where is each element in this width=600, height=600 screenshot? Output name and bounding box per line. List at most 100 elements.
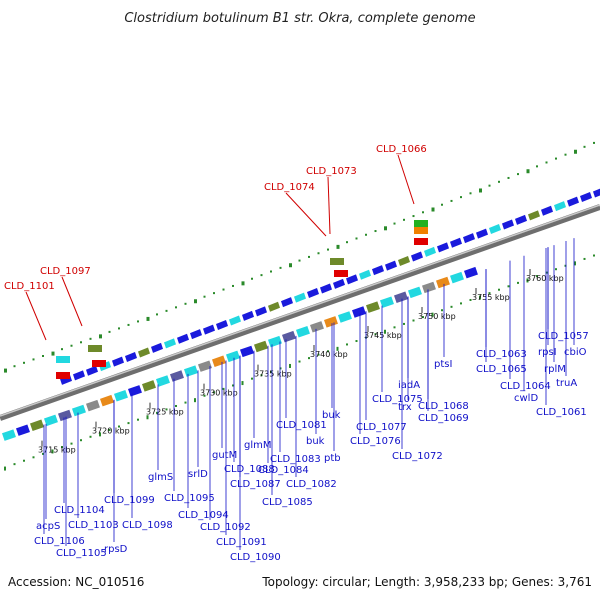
ring-dot <box>374 333 377 336</box>
gene-arrow <box>372 265 384 276</box>
gene-features <box>1 188 600 441</box>
gene-block <box>240 345 254 358</box>
gene-label: CLD_1103 <box>68 520 119 531</box>
gene-arrow <box>515 214 527 225</box>
ring-dot <box>327 248 329 251</box>
highlight-feature <box>330 258 344 265</box>
leader-line <box>397 154 415 205</box>
ring-dot <box>593 254 595 257</box>
gene-label: CLD_1095 <box>164 493 215 504</box>
ring-dot <box>118 425 120 428</box>
gene-label: CLD_1091 <box>216 537 267 548</box>
ring-dot <box>156 313 158 316</box>
gene-label: CLD_1065 <box>476 364 527 375</box>
ring-dot <box>251 377 253 380</box>
gene-arrow <box>411 251 423 262</box>
ring-dot <box>583 257 586 260</box>
ring-dot <box>4 466 6 471</box>
ring-dot <box>545 271 548 274</box>
ring-dot <box>574 261 576 266</box>
ring-dot <box>365 233 367 236</box>
gene-label: CLD_1068 <box>418 401 469 412</box>
ring-dot <box>279 266 282 269</box>
ring-dot <box>384 226 387 231</box>
gene-arrow <box>567 196 579 207</box>
gene-label: buk <box>306 436 325 447</box>
highlight-label: CLD_1074 <box>264 182 315 193</box>
gene-label: rpsD <box>104 544 128 555</box>
ring-dot <box>488 292 491 295</box>
inner-dotted-ring <box>4 254 595 471</box>
gene-label: CLD_1094 <box>178 510 229 521</box>
ring-dot <box>23 459 25 462</box>
genome-backbone <box>0 204 600 421</box>
gene-block <box>198 360 212 372</box>
gene-label: CLD_1063 <box>476 349 527 360</box>
gene-label: CLD_1085 <box>262 497 313 508</box>
gene-arrow <box>294 292 306 303</box>
ring-dot <box>422 211 424 214</box>
ring-dot <box>289 363 291 368</box>
ring-dot <box>393 222 396 225</box>
gene-label: ptsI <box>434 359 452 370</box>
ring-dot <box>450 199 453 202</box>
ring-dot <box>99 432 101 437</box>
leader-line <box>285 192 327 237</box>
gene-label: glmM <box>244 440 272 451</box>
gene-label: buk <box>322 410 341 421</box>
gene-block <box>44 414 58 427</box>
tick-label: 3745 kbp <box>364 331 402 340</box>
ring-dot <box>260 274 263 277</box>
ring-dot <box>488 184 491 187</box>
genome-backbone-highlight <box>0 204 600 417</box>
ring-dot <box>51 351 55 356</box>
ring-dot <box>422 316 424 319</box>
gene-arrow <box>541 205 553 216</box>
gene-arrow <box>359 269 371 280</box>
highlight-label: CLD_1066 <box>376 144 427 155</box>
ring-dot <box>298 360 301 363</box>
gene-block <box>100 394 114 407</box>
gene-arrow <box>424 246 436 257</box>
gene-arrow <box>489 224 501 235</box>
gene-label: CLD_1092 <box>200 522 251 533</box>
ring-dot <box>70 442 73 445</box>
ring-dot <box>270 270 272 273</box>
gene-block <box>184 365 198 377</box>
gene-label: glmS <box>148 472 173 483</box>
tick-label: 3755 kbp <box>472 293 510 302</box>
gene-block <box>436 276 450 289</box>
highlight-feature <box>88 345 102 352</box>
gene-block <box>282 330 296 343</box>
gene-label: cbiO <box>564 347 587 358</box>
ring-dot <box>308 255 310 258</box>
gene-arrow <box>463 233 475 244</box>
gene-labels: CLD_1101 CLD_1097 CLD_1074 CLD_1073 CLD_1066… <box>4 144 589 563</box>
ring-dot <box>251 277 253 280</box>
gene-label: CLD_1084 <box>258 465 309 476</box>
gene-label: CLD_1057 <box>538 331 589 342</box>
ring-dot <box>118 327 120 330</box>
gene-label: CLD_1083 <box>270 454 321 465</box>
ring-dot <box>469 298 472 301</box>
ring-dot <box>203 295 206 298</box>
gene-label: srlD <box>188 469 208 480</box>
ring-dot <box>564 264 567 267</box>
leader-line <box>25 291 47 341</box>
ring-dot <box>393 326 396 329</box>
ring-dot <box>13 365 16 368</box>
gene-label: CLD_1104 <box>54 505 105 516</box>
ring-dot <box>165 408 168 411</box>
gene-label: CLD_1098 <box>122 520 173 531</box>
ring-dot <box>517 173 519 176</box>
ring-dot <box>289 263 292 268</box>
ring-dot <box>222 387 225 390</box>
ring-dot <box>213 391 215 394</box>
highlight-feature <box>334 270 348 277</box>
gene-label: iadA <box>398 380 420 391</box>
ring-dot <box>460 196 462 199</box>
highlight-label: CLD_1097 <box>40 266 91 277</box>
gene-label: trx <box>398 402 412 413</box>
gene-label: CLD_1087 <box>230 479 281 490</box>
ring-dot <box>346 241 348 244</box>
